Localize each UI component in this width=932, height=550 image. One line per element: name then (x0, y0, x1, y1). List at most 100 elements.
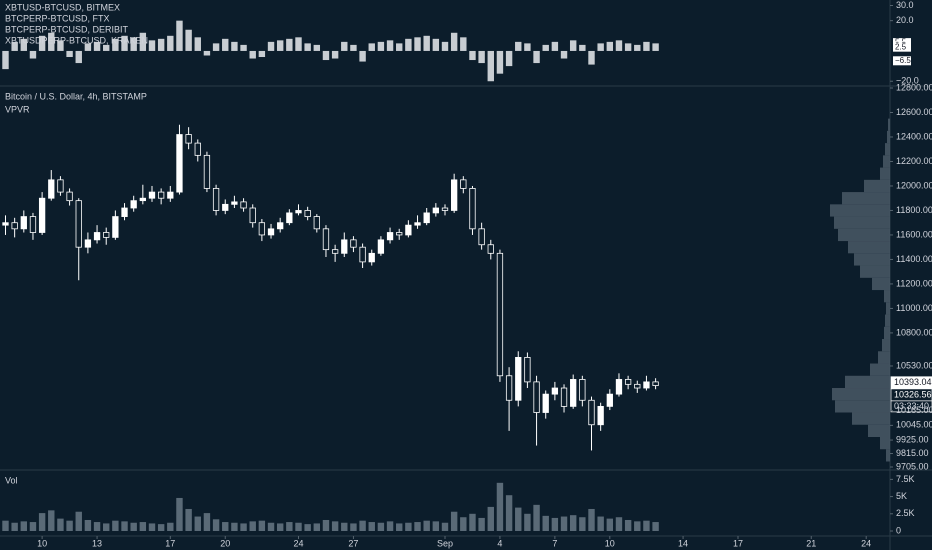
bar (331, 521, 339, 531)
candle-body (451, 179, 458, 211)
candle-body (295, 210, 302, 214)
y-tick-label: 12000.00 (896, 180, 932, 190)
legend-entry: BTCPERP-BTCUSD, DERIBIT (5, 24, 129, 34)
bar (112, 520, 119, 531)
bar (130, 37, 137, 51)
bar (606, 518, 614, 531)
volume-profile-bin (834, 216, 890, 229)
bar (20, 38, 28, 51)
x-tick-label: 27 (348, 538, 358, 548)
x-tick-label: 17 (733, 538, 743, 548)
last-value-label: 2.5 (895, 42, 907, 51)
bar (496, 482, 504, 531)
y-tick-label: 11600.00 (896, 229, 932, 239)
candle-body (176, 134, 183, 193)
bar (405, 38, 412, 51)
bar (157, 38, 165, 51)
bar (185, 508, 192, 531)
bar (286, 522, 293, 531)
volume-profile-bin (882, 339, 890, 352)
bar (194, 516, 201, 531)
bar (313, 44, 321, 51)
candle-body (368, 252, 375, 263)
volume-profile-bin (885, 143, 890, 156)
bar (579, 517, 586, 531)
bar (103, 44, 110, 51)
y-tick-label: 9815.00 (896, 448, 929, 458)
y-tick-label: 12200.00 (896, 156, 932, 166)
bar (130, 522, 137, 531)
bar (624, 43, 632, 51)
x-tick-label: 17 (165, 538, 175, 548)
bar (487, 50, 494, 82)
candle-body (505, 375, 513, 401)
volume-profile-bin (870, 363, 890, 376)
bar (103, 523, 110, 531)
candle-body (48, 179, 55, 199)
bar (524, 513, 531, 531)
bar (377, 41, 385, 51)
bar (432, 38, 440, 51)
candle-body (66, 191, 73, 202)
candle-body (652, 381, 659, 386)
bar (66, 50, 73, 58)
candle-body (267, 228, 275, 236)
y-tick-label: 30.0 (896, 0, 914, 10)
candle-body (112, 216, 119, 238)
candle-body (75, 200, 82, 248)
bar (450, 32, 458, 51)
candle-body (11, 222, 18, 230)
bar (652, 43, 659, 51)
bar (84, 43, 92, 51)
last-value-box (893, 42, 911, 52)
bar (341, 522, 348, 531)
y-tick-label: 11800.00 (896, 205, 932, 215)
candle-body (304, 210, 311, 217)
candle-body (551, 387, 559, 395)
bar (432, 521, 440, 531)
candle-body (606, 393, 613, 407)
bar (533, 504, 540, 531)
x-tick-label: 24 (293, 538, 303, 548)
bar (643, 520, 650, 531)
bar (93, 522, 101, 531)
x-tick-label: 4 (497, 538, 502, 548)
volume-profile-bin (854, 253, 890, 266)
candle-body (222, 203, 229, 211)
bar (203, 50, 211, 56)
bar (57, 40, 64, 51)
main-title: Bitcoin / U.S. Dollar, 4h, BITSTAMP (5, 91, 147, 101)
bar (377, 522, 385, 531)
candle-body (212, 188, 220, 211)
candle-body (560, 387, 568, 407)
y-tick-label: 12600.00 (896, 107, 932, 117)
bar (368, 522, 375, 531)
candle-body (231, 201, 238, 205)
bar (157, 524, 165, 531)
volume-profile-bin (885, 314, 890, 327)
bar (57, 518, 64, 531)
bar (405, 522, 412, 531)
bar (487, 506, 494, 531)
candle-body (597, 405, 604, 426)
candle-body (634, 383, 641, 389)
volume-profile-bin (880, 167, 890, 180)
bar (48, 510, 55, 531)
candle-body (396, 232, 403, 236)
candle-body (139, 197, 146, 202)
candle-body (377, 239, 385, 254)
volume-profile-bin (835, 400, 890, 413)
bar (176, 20, 183, 51)
bar (460, 517, 467, 531)
candle-body (386, 232, 394, 241)
volume-profile-bin (878, 351, 890, 364)
y-tick-label: 10530.00 (896, 360, 932, 370)
bar (11, 522, 18, 531)
volume-profile-bin (838, 228, 890, 242)
bar (231, 522, 238, 531)
volume-profile-bin (852, 412, 890, 425)
candle-body (496, 252, 504, 377)
bar (304, 524, 311, 531)
candle-body (158, 191, 165, 199)
